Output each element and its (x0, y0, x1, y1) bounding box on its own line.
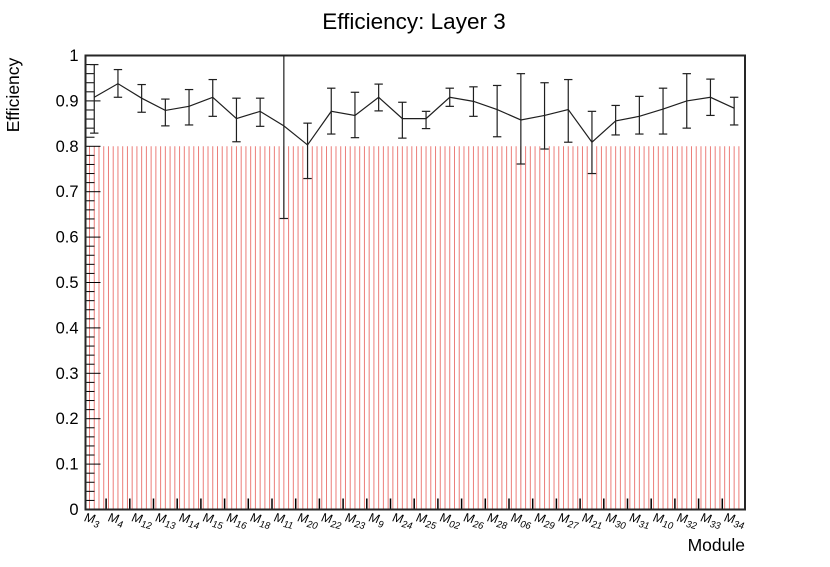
plot-frame (84, 54, 746, 511)
svg-text:M20: M20 (296, 510, 321, 532)
svg-text:M13: M13 (153, 510, 178, 532)
svg-text:M16: M16 (224, 510, 249, 532)
x-module-label: M25 (414, 510, 439, 532)
y-axis-tick-labels: 0 0.1 0.2 0.3 0.4 0.5 0.6 0.7 0.8 0.9 1 (56, 47, 79, 519)
x-module-label: M11 (272, 510, 296, 532)
y-tick-label: 0 (69, 501, 78, 519)
x-module-label: M18 (248, 510, 273, 532)
x-axis-title: Module (688, 535, 745, 555)
x-module-label: M06 (509, 510, 534, 532)
x-module-label: M22 (319, 510, 344, 532)
svg-text:M10: M10 (651, 510, 676, 532)
threshold-band (89, 146, 740, 509)
svg-text:M26: M26 (461, 510, 486, 532)
svg-text:M25: M25 (414, 510, 439, 532)
x-module-label: M16 (224, 510, 249, 532)
x-module-label: M28 (485, 510, 510, 532)
x-module-label: M30 (604, 510, 629, 532)
y-axis-title: Efficiency (3, 57, 23, 132)
x-module-label: M3 (82, 510, 102, 531)
y-tick-label: 0.1 (56, 456, 79, 474)
x-module-label: M27 (556, 510, 581, 532)
svg-text:M22: M22 (319, 510, 344, 532)
svg-text:M32: M32 (675, 510, 700, 532)
x-module-label: M4 (106, 510, 125, 531)
y-tick-label: 0.3 (56, 365, 79, 383)
svg-text:M4: M4 (106, 510, 125, 531)
y-tick-label: 0.7 (56, 183, 79, 201)
efficiency-polyline (93, 82, 735, 146)
svg-text:M18: M18 (248, 510, 273, 532)
svg-text:M12: M12 (130, 510, 155, 532)
svg-text:M06: M06 (509, 510, 534, 532)
error-bars (90, 54, 739, 220)
x-module-label: M33 (698, 510, 723, 532)
y-tick-label: 0.2 (56, 410, 79, 428)
y-tick-label: 0.8 (56, 138, 79, 156)
y-tick-label: 0.5 (56, 274, 79, 292)
svg-text:M28: M28 (485, 510, 510, 532)
x-axis-ticks (105, 498, 724, 509)
x-module-label: M32 (675, 510, 700, 532)
x-module-label: M15 (201, 510, 226, 532)
svg-text:M21: M21 (580, 510, 604, 532)
svg-text:M3: M3 (82, 510, 102, 531)
y-tick-label: 0.4 (56, 319, 79, 337)
x-axis-module-labels: M3 M4 M12 M13 M14 M15 M16 M18 M11 M20 M22 M23 M9 M24 M… (82, 510, 746, 532)
svg-text:M15: M15 (201, 510, 226, 532)
svg-text:M31: M31 (627, 510, 651, 532)
svg-text:M30: M30 (604, 510, 629, 532)
svg-text:M29: M29 (533, 510, 558, 532)
x-module-label: M23 (343, 510, 368, 532)
x-module-label: M34 (722, 510, 746, 532)
frame-border (84, 54, 746, 511)
y-tick-label: 0.9 (56, 92, 79, 110)
x-module-label: M31 (627, 510, 651, 532)
x-module-label: M13 (153, 510, 178, 532)
x-module-label: M14 (177, 510, 201, 532)
x-module-label: M29 (533, 510, 558, 532)
svg-text:M23: M23 (343, 510, 368, 532)
svg-text:M11: M11 (272, 510, 296, 532)
y-tick-label: 0.6 (56, 229, 79, 247)
svg-text:M27: M27 (556, 510, 581, 532)
x-module-label: M02 (438, 510, 463, 532)
x-module-label: M20 (296, 510, 321, 532)
svg-text:M14: M14 (177, 510, 201, 532)
x-module-label: M12 (130, 510, 155, 532)
x-module-label: M10 (651, 510, 676, 532)
y-axis-ticks (86, 55, 101, 510)
data-line (93, 82, 735, 146)
svg-text:M9: M9 (367, 510, 387, 531)
svg-text:M33: M33 (698, 510, 723, 532)
svg-text:M34: M34 (722, 510, 746, 532)
chart-title: Efficiency: Layer 3 (322, 9, 505, 34)
svg-text:M02: M02 (438, 510, 463, 532)
x-module-label: M26 (461, 510, 486, 532)
x-module-label: M9 (367, 510, 387, 531)
x-module-label: M21 (580, 510, 604, 532)
y-tick-label: 1 (69, 47, 78, 65)
x-module-label: M24 (390, 510, 414, 532)
svg-text:M24: M24 (390, 510, 414, 532)
